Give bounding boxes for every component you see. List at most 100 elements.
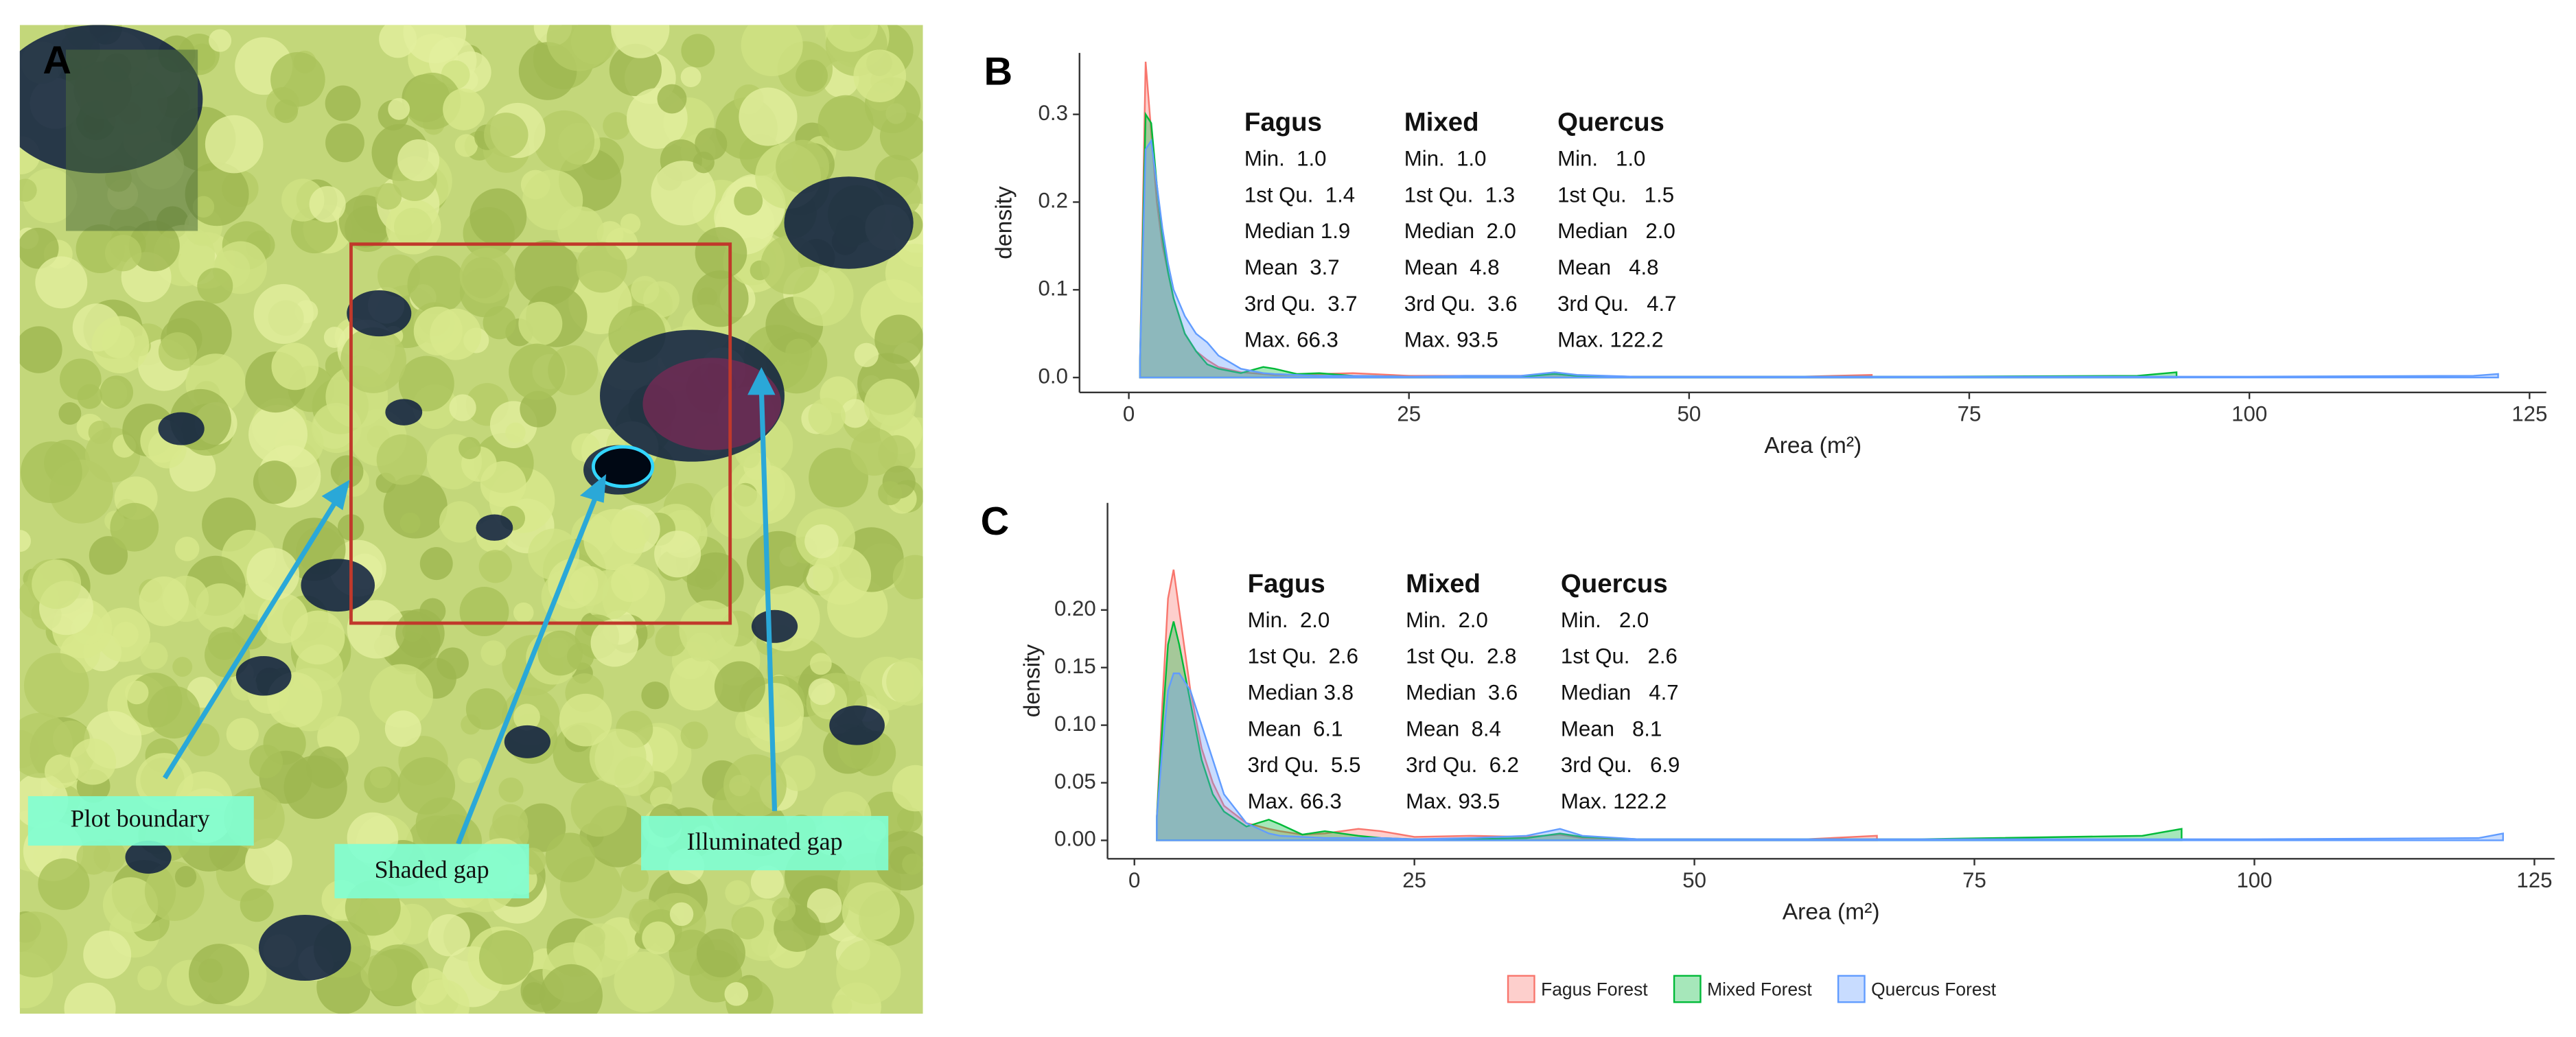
crown [874,314,923,364]
crown [548,558,599,609]
crown [836,940,901,1005]
crown [896,806,923,832]
panel-label: B [984,50,1012,94]
x-tick-label: 125 [2511,402,2547,426]
crown [77,384,102,409]
crown [19,911,68,978]
crown [245,838,292,886]
crown [139,576,189,627]
crown [812,546,872,605]
annotation: Shaded gap [375,856,489,883]
crown [137,966,162,990]
crown [388,97,410,120]
crown [576,242,627,293]
crown [796,59,828,92]
crown [679,600,739,660]
crown [192,196,215,218]
crown [369,767,392,789]
stats-row: Mean 4.8 [1404,255,1500,279]
canopy-gap [476,514,513,541]
crown [498,777,524,803]
crown [397,757,456,815]
crown [714,661,765,712]
aerial-image [19,25,923,1014]
y-tick-label: 0.10 [1054,712,1096,736]
crown [19,178,37,202]
crown [226,718,259,751]
crown [589,728,647,786]
legend-swatch [1507,975,1535,1003]
crown [478,550,512,583]
y-axis-label: density [992,186,1017,259]
crown [104,235,142,272]
crown [207,627,241,660]
crown [480,640,507,666]
crown [854,342,879,368]
density-area [1139,138,2499,379]
crown [83,931,132,979]
crown [197,268,233,304]
crown [509,343,566,400]
crown [808,678,835,706]
crown [570,780,627,837]
crown [478,930,534,985]
crown [537,630,583,676]
crown [454,134,478,157]
crown [886,657,923,706]
crown [325,123,364,163]
crown [375,183,402,210]
crown [147,686,200,739]
y-tick-label: 0.0 [1038,364,1068,388]
y-tick-label: 0.3 [1038,101,1068,125]
stats-header: Mixed [1404,108,1479,137]
arrow [163,496,340,780]
crown [514,240,580,306]
stats-row: Median 3.6 [1406,680,1518,704]
stats-header: Fagus [1244,108,1322,137]
arrow-head [321,479,350,511]
crown [680,67,701,88]
canopy-gap [784,176,914,269]
x-tick-label: 25 [1402,868,1426,892]
crown [394,207,432,246]
crown [655,624,688,657]
illuminated-gap [642,358,782,450]
crown [347,600,406,659]
crown [611,563,649,603]
crown [817,95,874,151]
crown [459,587,509,637]
crown [513,703,540,731]
crown [443,88,485,130]
crown [518,301,563,346]
crown [172,657,193,677]
crown [253,283,314,345]
crown [69,738,117,785]
x-tick-label: 100 [2231,402,2267,426]
y-axis-label: density [1019,644,1045,718]
density-area [1156,672,2504,841]
stats-row: Median 2.0 [1557,219,1675,243]
crown [457,758,483,783]
crown [309,186,346,223]
crown [750,865,784,899]
panel-label: A [43,38,71,82]
stats-row: Median 1.9 [1244,219,1350,243]
stats-row: Max. 93.5 [1404,328,1498,352]
stats-row: Max. 93.5 [1406,789,1500,813]
crown [651,161,716,226]
annotation-box [641,815,889,871]
crown [892,765,923,812]
panel-label: C [981,500,1010,544]
stats-row: Max. 66.3 [1248,789,1342,813]
crown [174,865,197,888]
y-tick-label: 0.15 [1054,654,1096,678]
y-tick-label: 0.00 [1054,827,1096,851]
x-tick-label: 0 [1128,868,1140,892]
crown [189,944,250,1005]
crown [32,559,82,609]
crown [19,227,59,269]
stats-row: 1st Qu. 1.4 [1244,183,1355,207]
crown [850,428,898,476]
crown [395,609,445,658]
